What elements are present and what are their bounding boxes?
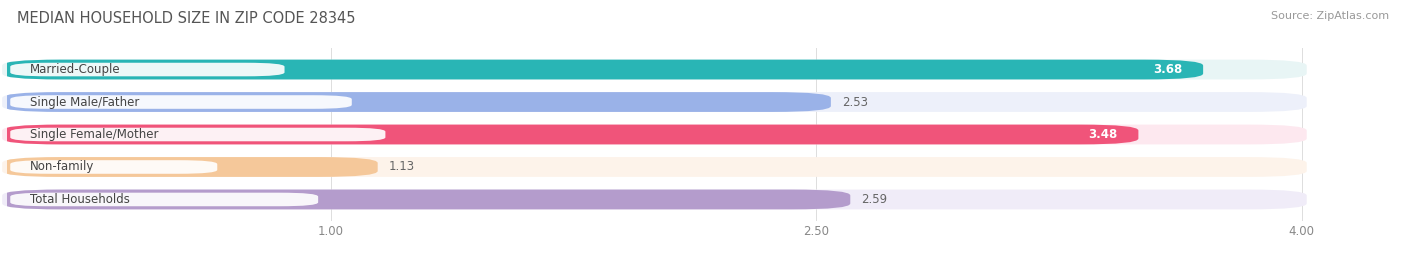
Text: 2.53: 2.53 <box>842 95 868 108</box>
Text: Single Female/Mother: Single Female/Mother <box>30 128 159 141</box>
Text: Single Male/Father: Single Male/Father <box>30 95 139 108</box>
FancyBboxPatch shape <box>3 190 851 209</box>
FancyBboxPatch shape <box>10 63 284 76</box>
Text: 3.48: 3.48 <box>1088 128 1118 141</box>
Text: 2.59: 2.59 <box>862 193 887 206</box>
FancyBboxPatch shape <box>10 128 385 141</box>
FancyBboxPatch shape <box>3 125 1306 144</box>
Text: 1.13: 1.13 <box>389 161 415 174</box>
FancyBboxPatch shape <box>3 157 1306 177</box>
Text: Non-family: Non-family <box>30 161 94 174</box>
Text: Source: ZipAtlas.com: Source: ZipAtlas.com <box>1271 11 1389 21</box>
FancyBboxPatch shape <box>10 160 218 174</box>
FancyBboxPatch shape <box>10 193 318 206</box>
Text: 3.68: 3.68 <box>1153 63 1182 76</box>
FancyBboxPatch shape <box>3 92 831 112</box>
FancyBboxPatch shape <box>3 60 1306 79</box>
Text: MEDIAN HOUSEHOLD SIZE IN ZIP CODE 28345: MEDIAN HOUSEHOLD SIZE IN ZIP CODE 28345 <box>17 11 356 26</box>
FancyBboxPatch shape <box>3 157 378 177</box>
Text: Total Households: Total Households <box>30 193 129 206</box>
Text: Married-Couple: Married-Couple <box>30 63 121 76</box>
FancyBboxPatch shape <box>3 92 1306 112</box>
FancyBboxPatch shape <box>3 60 1204 79</box>
FancyBboxPatch shape <box>10 95 352 109</box>
FancyBboxPatch shape <box>3 125 1139 144</box>
FancyBboxPatch shape <box>3 190 1306 209</box>
